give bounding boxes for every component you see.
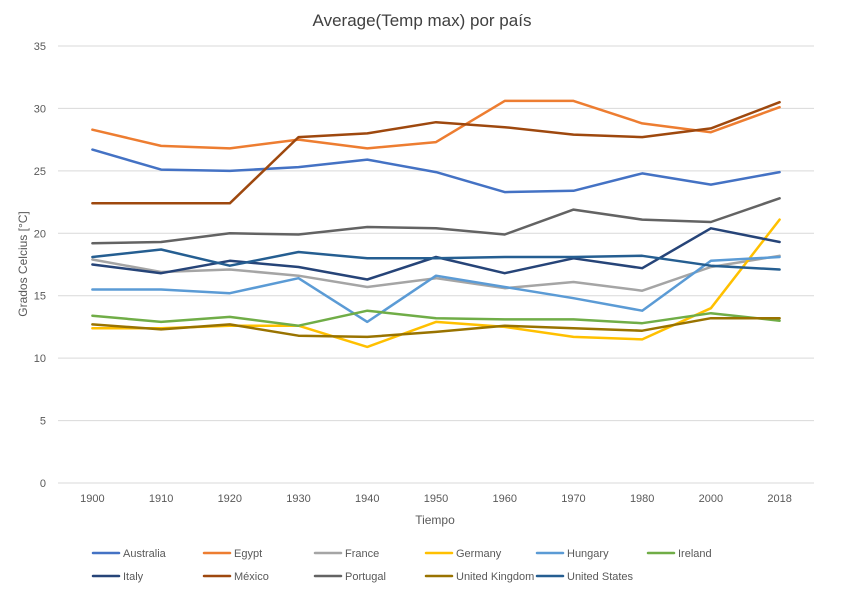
- legend-label: Ireland: [678, 548, 712, 560]
- series-layer: [91, 99, 781, 349]
- y-tick-label: 25: [34, 166, 46, 178]
- x-tick-label: 1940: [355, 493, 379, 505]
- series-line-australia: [91, 148, 781, 194]
- series-line-m-xico: [91, 100, 781, 205]
- legend-label: United Kingdom: [456, 571, 534, 583]
- y-tick-label: 5: [40, 416, 46, 428]
- x-tick-label: 1980: [630, 493, 654, 505]
- legend-label: Egypt: [234, 548, 262, 560]
- y-tick-label: 10: [34, 353, 46, 365]
- y-tick-label: 20: [34, 228, 46, 240]
- x-tick-label: 2000: [699, 493, 723, 505]
- legend-label: Italy: [123, 571, 144, 583]
- legend-item: Portugal: [313, 571, 386, 583]
- legend-item: Egypt: [202, 548, 262, 560]
- x-tick-label: 1930: [286, 493, 310, 505]
- y-axis-title: Grados Celcius [°C]: [16, 211, 30, 317]
- x-tick-label: 1910: [149, 493, 173, 505]
- series-line-egypt: [91, 99, 781, 150]
- legend-item: Australia: [91, 548, 167, 560]
- x-tick-label: 1900: [80, 493, 104, 505]
- series-line-portugal: [91, 197, 781, 245]
- y-tick-label: 15: [34, 291, 46, 303]
- legend-label: México: [234, 571, 269, 583]
- legend-item: United Kingdom: [424, 571, 534, 583]
- legend-item: México: [202, 571, 269, 583]
- series-line-hungary: [91, 255, 781, 324]
- x-tick-label: 1920: [218, 493, 242, 505]
- series-line-italy: [91, 227, 781, 281]
- x-axis-ticks: 1900 1910 1920 1930 1940 1950 1960 1970 1980 2000…: [80, 493, 792, 505]
- x-tick-label: 2018: [767, 493, 791, 505]
- legend-item: France: [313, 548, 379, 560]
- legend-label: Portugal: [345, 571, 386, 583]
- x-tick-label: 1960: [492, 493, 516, 505]
- series-line-united-states: [91, 248, 781, 271]
- legend-label: Hungary: [567, 548, 609, 560]
- legend-label: France: [345, 548, 379, 560]
- legend-label: Australia: [123, 548, 167, 560]
- series-line-united-kingdom: [91, 316, 781, 339]
- y-tick-label: 0: [40, 478, 46, 490]
- y-tick-label: 30: [34, 103, 46, 115]
- legend-item: Hungary: [535, 548, 609, 560]
- legend-item: Italy: [91, 571, 144, 583]
- legend-item: Ireland: [646, 548, 712, 560]
- x-axis-title: Tiempo: [415, 513, 455, 527]
- legend-label: Germany: [456, 548, 502, 560]
- x-tick-label: 1970: [561, 493, 585, 505]
- legend: Australia Egypt France Germany Hungary Irelan…: [91, 548, 712, 583]
- y-tick-label: 35: [34, 41, 46, 53]
- legend-item: United States: [535, 571, 634, 583]
- series-line-ireland: [91, 309, 781, 327]
- chart-title: Average(Temp max) por país: [313, 11, 532, 30]
- legend-label: United States: [567, 571, 634, 583]
- legend-item: Germany: [424, 548, 502, 560]
- x-tick-label: 1950: [424, 493, 448, 505]
- series-line-france: [91, 254, 781, 292]
- y-axis-ticks: 0 5 10 15 20 25 30 35: [34, 41, 46, 490]
